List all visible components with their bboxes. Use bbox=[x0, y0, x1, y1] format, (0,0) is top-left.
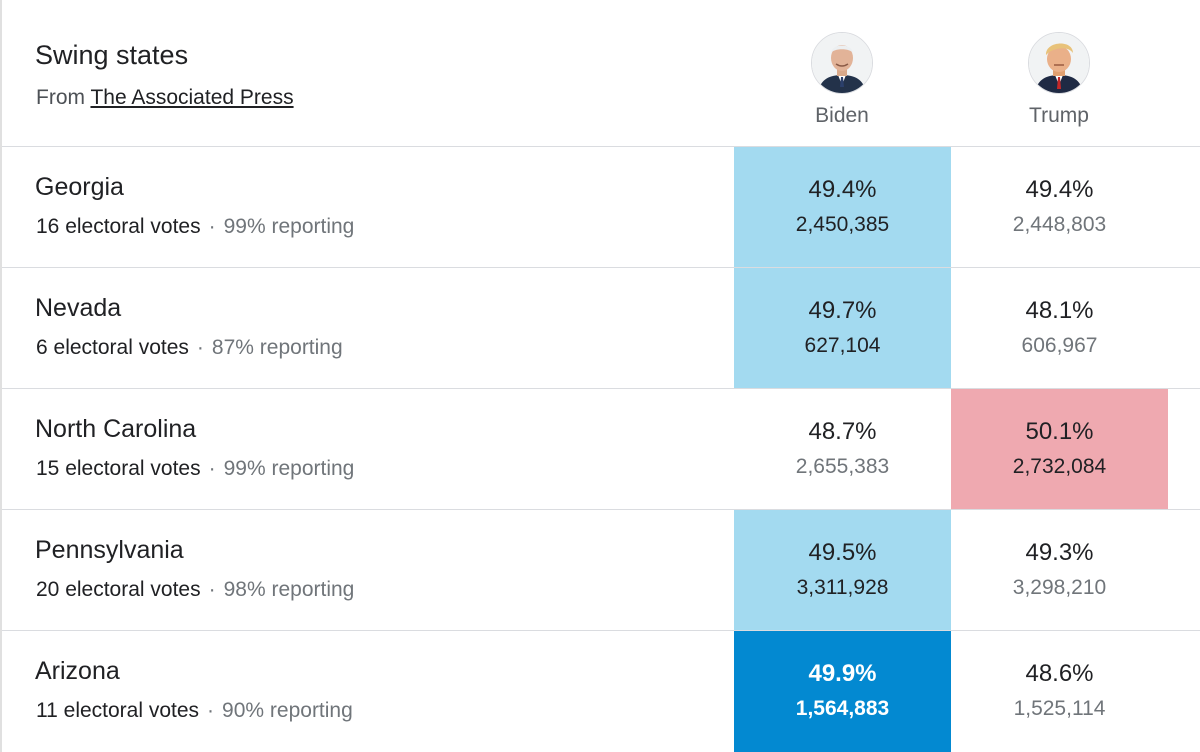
state-name: Georgia bbox=[35, 173, 124, 201]
candidate-name: Trump bbox=[1029, 104, 1089, 127]
vote-percent: 50.1% bbox=[1025, 418, 1094, 445]
vote-count: 3,311,928 bbox=[796, 576, 889, 599]
vote-percent: 49.4% bbox=[808, 176, 877, 203]
separator-dot: · bbox=[196, 336, 204, 359]
candidate-biden: Biden bbox=[734, 32, 950, 128]
trump-result-cell: 48.6% 1,525,114 bbox=[951, 631, 1168, 751]
biden-result-cell: 49.7% 627,104 bbox=[734, 268, 951, 388]
vote-count: 606,967 bbox=[1021, 334, 1098, 357]
electoral-votes: 16 electoral votes bbox=[36, 215, 201, 238]
vote-count: 627,104 bbox=[804, 334, 881, 357]
state-row-arizona[interactable]: Arizona 11 electoral votes · 90% reporting… bbox=[2, 631, 1200, 752]
vote-count: 2,655,383 bbox=[795, 455, 890, 478]
candidate-trump: Trump bbox=[951, 32, 1167, 128]
separator-dot: · bbox=[208, 215, 216, 238]
source-link[interactable]: The Associated Press bbox=[90, 86, 294, 109]
reporting-status: 99% reporting bbox=[223, 215, 355, 238]
state-name: Pennsylvania bbox=[35, 536, 184, 564]
state-row-pennsylvania[interactable]: Pennsylvania 20 electoral votes · 98% repo… bbox=[2, 510, 1200, 631]
biden-result-cell: 49.5% 3,311,928 bbox=[734, 510, 951, 630]
source-prefix: From bbox=[36, 86, 85, 109]
electoral-votes: 6 electoral votes bbox=[36, 336, 189, 359]
separator-dot: · bbox=[208, 578, 216, 601]
source-line: From The Associated Press bbox=[36, 86, 294, 110]
state-row-north-carolina[interactable]: North Carolina 15 electoral votes · 99% re… bbox=[2, 389, 1200, 510]
biden-avatar-icon bbox=[811, 32, 873, 94]
state-name: North Carolina bbox=[35, 415, 197, 443]
vote-count: 2,732,084 bbox=[1012, 455, 1107, 478]
state-row-nevada[interactable]: Nevada 6 electoral votes · 87% reporting 4… bbox=[2, 268, 1200, 389]
vote-count: 1,564,883 bbox=[795, 697, 890, 720]
reporting-status: 90% reporting bbox=[222, 699, 353, 722]
biden-result-cell: 49.4% 2,450,385 bbox=[734, 147, 951, 267]
state-meta: 20 electoral votes · 98% reporting bbox=[36, 578, 354, 602]
separator-dot: · bbox=[207, 699, 215, 722]
vote-percent: 48.6% bbox=[1025, 660, 1094, 687]
trump-result-cell: 49.4% 2,448,803 bbox=[951, 147, 1168, 267]
state-meta: 11 electoral votes · 90% reporting bbox=[36, 699, 353, 723]
vote-percent: 49.5% bbox=[808, 539, 877, 566]
vote-percent: 49.7% bbox=[808, 297, 877, 324]
electoral-votes: 20 electoral votes bbox=[36, 578, 201, 601]
card-title: Swing states bbox=[35, 40, 189, 70]
vote-percent: 48.1% bbox=[1025, 297, 1094, 324]
trump-avatar-icon bbox=[1028, 32, 1090, 94]
reporting-status: 98% reporting bbox=[223, 578, 355, 601]
biden-result-cell: 48.7% 2,655,383 bbox=[734, 389, 951, 509]
trump-result-cell: 48.1% 606,967 bbox=[951, 268, 1168, 388]
state-meta: 16 electoral votes · 99% reporting bbox=[36, 215, 354, 239]
vote-percent: 48.7% bbox=[808, 418, 877, 445]
reporting-status: 99% reporting bbox=[223, 457, 355, 480]
biden-result-cell: 49.9% 1,564,883 bbox=[734, 631, 951, 752]
trump-result-cell: 50.1% 2,732,084 bbox=[951, 389, 1168, 509]
vote-percent: 49.9% bbox=[808, 660, 877, 687]
reporting-status: 87% reporting bbox=[211, 336, 343, 359]
state-meta: 6 electoral votes · 87% reporting bbox=[36, 336, 343, 360]
vote-count: 3,298,210 bbox=[1012, 576, 1107, 599]
electoral-votes: 15 electoral votes bbox=[36, 457, 201, 480]
separator-dot: · bbox=[208, 457, 216, 480]
state-name: Nevada bbox=[35, 294, 122, 322]
vote-count: 2,450,385 bbox=[795, 213, 890, 236]
card-header: Swing states From The Associated Press B… bbox=[2, 0, 1200, 147]
trump-result-cell: 49.3% 3,298,210 bbox=[951, 510, 1168, 630]
state-row-georgia[interactable]: Georgia 16 electoral votes · 99% reporting… bbox=[2, 147, 1200, 268]
vote-percent: 49.4% bbox=[1025, 176, 1094, 203]
vote-count: 1,525,114 bbox=[1013, 697, 1106, 720]
vote-count: 2,448,803 bbox=[1012, 213, 1107, 236]
state-meta: 15 electoral votes · 99% reporting bbox=[36, 457, 354, 481]
vote-percent: 49.3% bbox=[1025, 539, 1094, 566]
electoral-votes: 11 electoral votes bbox=[36, 699, 200, 722]
candidate-name: Biden bbox=[815, 104, 869, 127]
state-name: Arizona bbox=[35, 657, 120, 685]
